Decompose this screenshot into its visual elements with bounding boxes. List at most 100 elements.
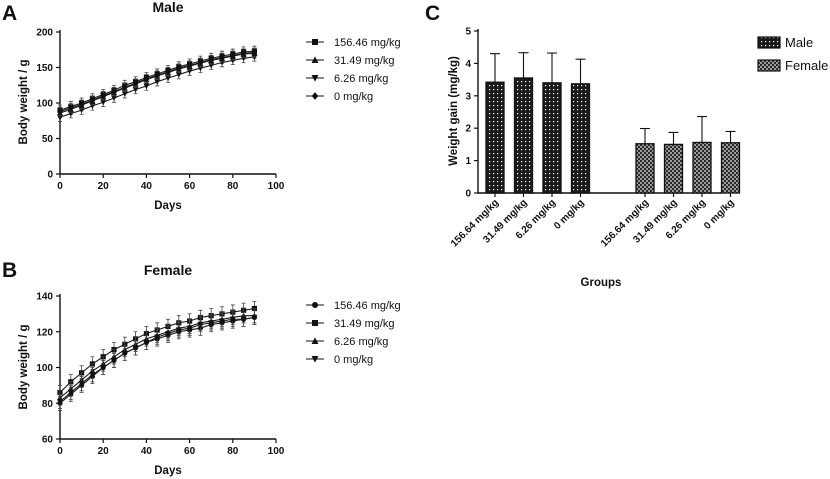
chart-c-bar bbox=[663, 143, 684, 194]
chart-a-title: Male bbox=[152, 0, 183, 15]
chart-b-data-point bbox=[132, 345, 139, 351]
chart-c-legend-swatch bbox=[757, 36, 781, 49]
chart-a-data-point bbox=[143, 83, 150, 90]
chart-b-title: Female bbox=[144, 262, 192, 278]
chart-c-legend-label: Female bbox=[785, 58, 828, 73]
chart-b-legend-label: 0 mg/kg bbox=[334, 354, 373, 366]
chart-b-legend-label: 6.26 mg/kg bbox=[334, 336, 388, 348]
chart-c-bar bbox=[635, 143, 655, 194]
chart-b-x-tick-label: 80 bbox=[227, 446, 239, 457]
chart-a-data-point bbox=[100, 99, 107, 106]
chart-b-data-point bbox=[67, 389, 74, 396]
chart-a-legend-marker bbox=[312, 39, 318, 45]
chart-a-data-point bbox=[229, 57, 236, 64]
chart-c-ylabel: Weight gain (mg/kg) bbox=[448, 56, 460, 166]
chart-b-data-point bbox=[175, 327, 182, 334]
chart-b-series-line bbox=[59, 307, 255, 393]
chart-a-legend-marker bbox=[311, 75, 319, 82]
chart-a-data-point bbox=[240, 55, 247, 62]
chart-b-xlabel: Days bbox=[154, 465, 182, 477]
chart-a-legend-label: 31.49 mg/kg bbox=[334, 55, 395, 67]
chart-a-data-point bbox=[219, 59, 225, 66]
chart-a-legend-label: 0 mg/kg bbox=[334, 91, 373, 103]
chart-a-x-tick-label: 0 bbox=[57, 181, 63, 192]
chart-c-bar bbox=[485, 81, 505, 194]
chart-b-x-tick-label: 20 bbox=[98, 446, 110, 457]
chart-c-y-tick-label: 2 bbox=[465, 124, 471, 135]
chart-b-legend-marker bbox=[312, 320, 318, 326]
chart-c-legend-swatch bbox=[757, 59, 781, 72]
chart-b-x-tick-label: 100 bbox=[268, 446, 285, 457]
chart-a-data-point bbox=[132, 86, 139, 93]
chart-a-x-tick-label: 100 bbox=[268, 181, 285, 192]
chart-b-legend-marker bbox=[311, 337, 319, 344]
chart-b-data-point bbox=[121, 350, 128, 357]
chart-a-y-tick-label: 200 bbox=[36, 28, 53, 39]
chart-a-data-point bbox=[100, 92, 107, 100]
chart-b-y-tick-label: 100 bbox=[36, 363, 53, 374]
chart-a-xlabel: Days bbox=[154, 200, 182, 212]
panel-letter-a: A bbox=[2, 2, 17, 25]
chart-a-data-point bbox=[219, 54, 225, 61]
chart-c-y-tick-label: 5 bbox=[465, 27, 471, 38]
chart-male-body-weight: Male Days Body weight / g 0 20 40 60 80 100 0 5… bbox=[18, 0, 401, 212]
chart-b-data-point bbox=[143, 339, 150, 346]
chart-b-legend-marker bbox=[311, 356, 319, 363]
chart-b-data-point bbox=[197, 322, 204, 328]
chart-a-data-point bbox=[154, 79, 161, 85]
chart-c-x-tick-label: 0 mg/kg bbox=[702, 197, 737, 232]
chart-b-y-tick-label: 60 bbox=[42, 435, 54, 446]
chart-b-data-point bbox=[229, 316, 236, 323]
chart-c-legend-label: Male bbox=[785, 35, 813, 50]
chart-a-x-tick-label: 80 bbox=[227, 181, 239, 192]
chart-a-y-tick-label: 50 bbox=[42, 134, 54, 145]
chart-c-y-tick-label: 0 bbox=[465, 189, 471, 200]
chart-c-y-tick-label: 3 bbox=[465, 91, 471, 102]
chart-b-data-point bbox=[208, 320, 215, 326]
chart-c-x-tick-label: 156.64 mg/kg bbox=[599, 197, 651, 249]
chart-a-data-point bbox=[165, 75, 171, 82]
chart-b-data-point bbox=[165, 330, 171, 337]
chart-b-data-point bbox=[57, 398, 63, 405]
chart-b-data-point bbox=[111, 357, 117, 364]
chart-b-legend-label: 31.49 mg/kg bbox=[334, 318, 395, 330]
chart-a-data-point bbox=[197, 59, 204, 66]
chart-b-y-tick-label: 120 bbox=[36, 327, 53, 338]
chart-a-data-point bbox=[165, 68, 171, 76]
chart-a-y-tick-label: 100 bbox=[36, 99, 53, 110]
chart-b-data-point bbox=[251, 314, 258, 321]
chart-a-data-point bbox=[175, 72, 182, 78]
chart-a-data-point bbox=[57, 108, 63, 115]
panel-letter-b: B bbox=[2, 259, 17, 282]
chart-a-series-line bbox=[59, 56, 255, 118]
chart-a-y-tick-label: 0 bbox=[47, 170, 53, 181]
chart-a-data-point bbox=[121, 91, 128, 97]
chart-b-data-point bbox=[154, 334, 161, 341]
chart-b-data-point bbox=[219, 318, 225, 325]
chart-b-ylabel: Body weight / g bbox=[18, 325, 30, 410]
chart-c-bar bbox=[720, 142, 741, 194]
chart-b-x-tick-label: 0 bbox=[57, 446, 63, 457]
chart-c-x-tick-label: 0 mg/kg bbox=[552, 197, 587, 232]
chart-a-data-point bbox=[111, 95, 117, 102]
chart-a-data-point bbox=[240, 49, 247, 57]
chart-b-data-point bbox=[240, 316, 247, 323]
chart-a-y-tick-label: 150 bbox=[36, 63, 53, 74]
chart-a-data-point bbox=[251, 49, 258, 56]
chart-c-x-tick-label: 156.64 mg/kg bbox=[449, 197, 501, 249]
chart-a-data-point bbox=[132, 79, 139, 87]
chart-a-data-point bbox=[89, 96, 96, 104]
chart-c-bar bbox=[542, 82, 562, 194]
chart-c-bar bbox=[692, 141, 712, 194]
chart-b-y-tick-label: 80 bbox=[42, 399, 54, 410]
chart-a-data-point bbox=[111, 88, 117, 96]
chart-b-x-tick-label: 60 bbox=[184, 446, 196, 457]
chart-a-data-point bbox=[175, 64, 182, 72]
chart-c-bar bbox=[513, 77, 534, 194]
chart-b-legend-label: 156.46 mg/kg bbox=[334, 300, 401, 312]
chart-b-x-tick-label: 40 bbox=[141, 446, 153, 457]
chart-b-data-point bbox=[78, 380, 85, 387]
chart-c-y-tick-label: 4 bbox=[465, 59, 471, 70]
chart-a-data-point bbox=[78, 101, 85, 108]
